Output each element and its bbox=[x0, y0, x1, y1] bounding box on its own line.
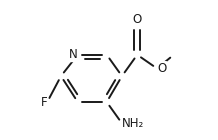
Text: O: O bbox=[157, 62, 166, 75]
Text: F: F bbox=[41, 95, 47, 108]
Text: N: N bbox=[69, 48, 78, 61]
Text: NH₂: NH₂ bbox=[122, 117, 144, 130]
Text: O: O bbox=[133, 13, 142, 26]
